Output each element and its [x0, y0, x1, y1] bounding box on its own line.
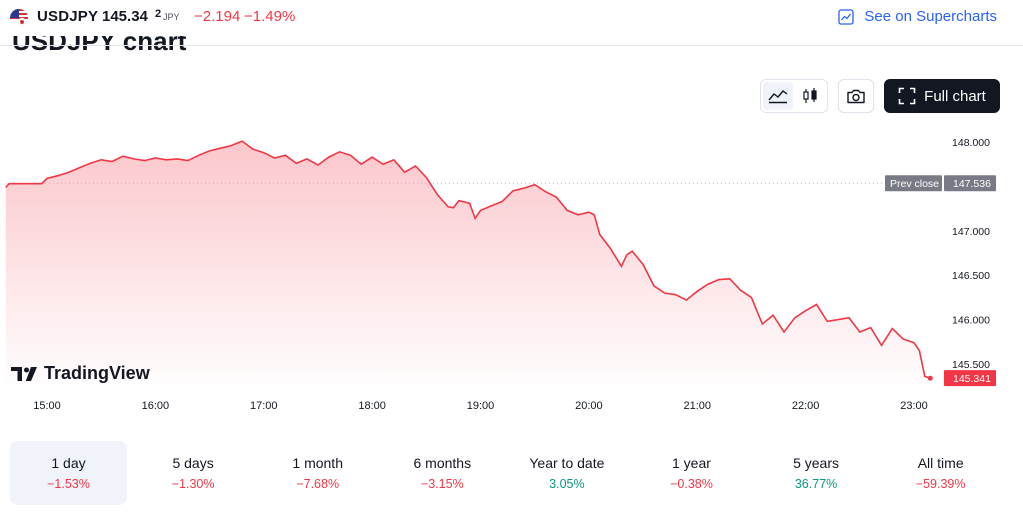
price-line [5, 140, 931, 379]
tradingview-logo: TradingView [11, 363, 150, 384]
period-change: 3.05% [549, 477, 585, 491]
period-button-1-year[interactable]: 1 year −0.38% [633, 441, 750, 505]
last-price-marker: 145.341 [927, 370, 996, 387]
last-price-label-bg [944, 370, 996, 387]
x-tick-label: 19:00 [467, 400, 495, 412]
prev-close-value: 147.536 [953, 178, 991, 190]
x-tick-label: 17:00 [250, 400, 278, 412]
period-button-6-months[interactable]: 6 months −3.15% [384, 441, 501, 505]
y-tick-label: 147.000 [952, 226, 990, 238]
full-chart-label: Full chart [924, 87, 986, 105]
price: 145.34 [102, 8, 148, 25]
period-button-1-month[interactable]: 1 month −7.68% [259, 441, 376, 505]
price-change: −2.194 [194, 8, 241, 25]
y-tick-label: 146.500 [952, 270, 990, 282]
period-change: −59.39% [915, 477, 966, 491]
prev-close-value-bg [944, 175, 996, 192]
period-label: 6 months [413, 455, 472, 471]
header-divider [0, 45, 1023, 46]
price-chart[interactable]: 145.500 146.000 146.500 147.000 148.000 15:0… [0, 46, 1023, 420]
period-label: Year to date [529, 455, 605, 471]
last-price-label: 145.341 [953, 373, 991, 385]
y-tick-label: 145.500 [952, 359, 990, 371]
see-on-supercharts-label: See on Supercharts [864, 8, 997, 25]
period-button-year-to-date[interactable]: Year to date 3.05% [508, 441, 625, 505]
period-button-all-time[interactable]: All time −59.39% [882, 441, 999, 505]
period-selector: 1 day −1.53% 5 days −1.30% 1 month −7.68% 6 mo… [10, 441, 1010, 505]
camera-icon [847, 89, 865, 104]
period-button-5-days[interactable]: 5 days −1.30% [135, 441, 252, 505]
period-label: 5 days [172, 455, 214, 471]
currency-label: JPY [163, 12, 180, 22]
area-chart-icon [768, 90, 788, 104]
price-last-digit: 2 [155, 8, 162, 20]
period-label: 1 day [51, 455, 86, 471]
price-change-percent: −1.49% [244, 8, 296, 25]
period-change: −7.68% [296, 477, 340, 491]
period-change: −1.30% [171, 477, 215, 491]
period-change: −0.38% [670, 477, 713, 491]
period-label: 5 years [793, 455, 840, 471]
full-chart-button[interactable]: Full chart [884, 79, 1000, 113]
y-tick-label: 146.000 [952, 315, 990, 327]
prev-close-label: Prev close [890, 178, 939, 190]
snapshot-button[interactable] [838, 79, 874, 113]
prev-close-label-bg [885, 175, 942, 192]
period-change: −1.53% [47, 477, 90, 491]
x-tick-label: 23:00 [900, 400, 928, 412]
area-style-button[interactable] [763, 82, 793, 110]
candles-icon [803, 88, 817, 103]
period-button-1-day[interactable]: 1 day −1.53% [10, 441, 127, 505]
us-japan-flag-icon [10, 9, 28, 27]
fullscreen-icon [898, 87, 916, 105]
symbol-name: USDJPY [37, 8, 99, 25]
period-label: 1 year [672, 455, 711, 471]
x-tick-label: 18:00 [358, 400, 386, 412]
area-fill [5, 141, 931, 391]
tradingview-logo-icon [11, 366, 37, 381]
period-label: 1 month [292, 455, 343, 471]
x-tick-label: 20:00 [575, 400, 603, 412]
tradingview-wordmark: TradingView [44, 363, 150, 383]
period-change: 36.77% [794, 477, 838, 491]
prev-close-marker: Prev close 147.536 [885, 175, 996, 192]
x-tick-label: 22:00 [792, 400, 820, 412]
chart-line-icon [838, 8, 855, 25]
symbol-header: USDJPY 145.34 2 JPY −2.194 −1.49% See on… [0, 0, 1023, 36]
x-tick-label: 16:00 [142, 400, 170, 412]
x-tick-label: 15:00 [33, 400, 61, 412]
period-button-5-years[interactable]: 5 years 36.77% [758, 441, 875, 505]
chart-style-toggle [760, 79, 828, 113]
last-price-dot [927, 375, 933, 381]
x-tick-label: 21:00 [683, 400, 711, 412]
period-change: −3.15% [420, 477, 464, 491]
candles-style-button[interactable] [795, 82, 825, 110]
period-label: All time [917, 455, 964, 471]
y-tick-label: 148.000 [952, 137, 990, 149]
see-on-supercharts-link[interactable]: See on Supercharts [838, 8, 997, 25]
